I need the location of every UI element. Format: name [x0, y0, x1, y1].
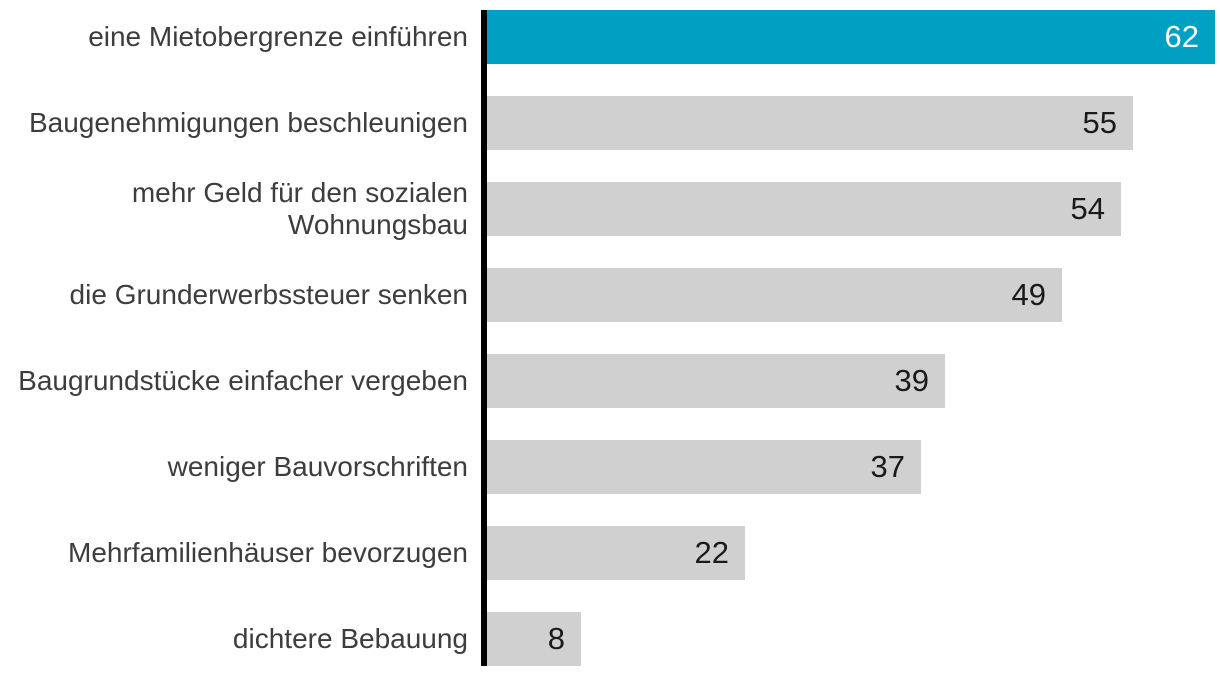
bar: 8 — [487, 612, 581, 666]
category-label: dichtere Bebauung — [232, 622, 468, 654]
bar-row: mehr Geld für den sozialen Wohnungsbau 5… — [0, 176, 1220, 240]
chart-rows: eine Mietobergrenze einführen 62 Baugene… — [0, 10, 1220, 666]
bar-area: 37 — [487, 440, 1220, 494]
bar-area: 39 — [487, 354, 1220, 408]
category-label: mehr Geld für den sozialen Wohnungsbau — [131, 176, 468, 240]
value-label: 22 — [694, 535, 729, 570]
bar: 54 — [487, 182, 1121, 236]
category-label: Baugenehmigungen beschleunigen — [28, 106, 468, 138]
bar-area: 49 — [487, 268, 1220, 322]
category-label: eine Mietobergrenze einführen — [88, 20, 468, 52]
bar-area: 54 — [487, 182, 1220, 236]
value-label: 62 — [1164, 19, 1199, 54]
bar: 62 — [487, 10, 1215, 64]
bar-row: eine Mietobergrenze einführen 62 — [0, 10, 1220, 64]
bar-row: Baugenehmigungen beschleunigen 55 — [0, 96, 1220, 150]
category-label: die Grunderwerbssteuer senken — [69, 278, 468, 310]
value-label: 54 — [1070, 191, 1105, 226]
value-label: 49 — [1011, 277, 1046, 312]
value-label: 37 — [870, 449, 905, 484]
value-label: 55 — [1082, 105, 1117, 140]
category-label: Mehrfamilienhäuser bevorzugen — [68, 536, 468, 568]
bar-row: dichtere Bebauung 8 — [0, 612, 1220, 666]
category-label: weniger Bauvorschriften — [167, 450, 468, 482]
value-label: 39 — [894, 363, 929, 398]
y-axis-line — [481, 10, 487, 666]
bar: 49 — [487, 268, 1062, 322]
bar: 22 — [487, 526, 745, 580]
bar-row: die Grunderwerbssteuer senken 49 — [0, 268, 1220, 322]
bar-row: Baugrundstücke einfacher vergeben 39 — [0, 354, 1220, 408]
bar: 37 — [487, 440, 921, 494]
bar: 55 — [487, 96, 1133, 150]
category-label: Baugrundstücke einfacher vergeben — [18, 364, 468, 396]
bar-area: 8 — [487, 612, 1220, 666]
value-label: 8 — [547, 621, 565, 656]
bar-area: 62 — [487, 10, 1220, 64]
bar-row: Mehrfamilienhäuser bevorzugen 22 — [0, 526, 1220, 580]
bar-row: weniger Bauvorschriften 37 — [0, 440, 1220, 494]
bar: 39 — [487, 354, 945, 408]
bar-area: 22 — [487, 526, 1220, 580]
bar-area: 55 — [487, 96, 1220, 150]
